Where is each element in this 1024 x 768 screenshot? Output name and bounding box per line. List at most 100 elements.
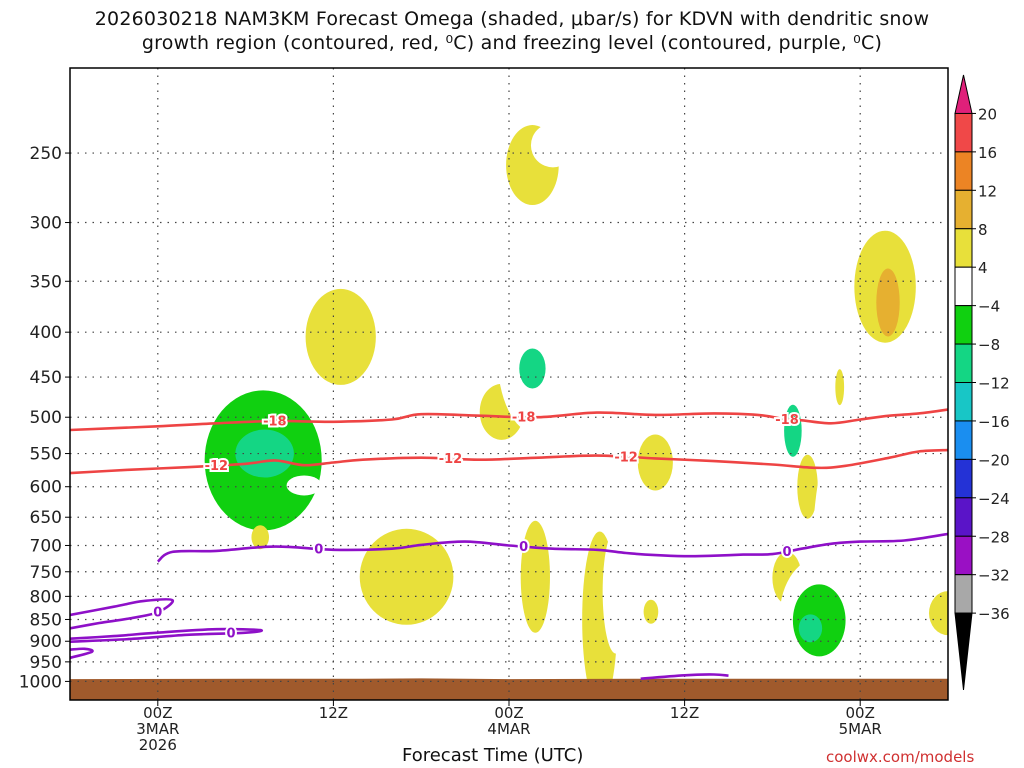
x-tick-label: 3MAR [136,720,179,738]
omega-feature [784,404,802,457]
colorbar-label: −12 [978,375,1010,393]
x-tick-label: 00Z [494,704,523,722]
contour-label: -18 [263,415,287,430]
x-tick-label: 12Z [670,704,699,722]
y-tick-label: 450 [30,368,62,388]
colorbar-label: 4 [978,259,988,277]
omega-feature [520,520,550,633]
x-axis-label: Forecast Time (UTC) [402,745,584,766]
dgz-contours: -18 -18 -18 -12 -12 -12 [70,408,948,476]
colorbar-swatch [954,266,973,307]
colorbar-swatch [954,574,973,614]
omega-feature [797,454,818,519]
colorbar-swatch [954,112,973,153]
omega-feature [643,599,659,624]
y-tick-label: 600 [30,478,62,498]
omega-feature [614,338,638,391]
omega-feature [602,529,629,654]
colorbar-label: −20 [978,451,1010,469]
y-tick-label: 1000 [19,672,62,692]
contour-line [70,448,948,475]
colorbar-label: −8 [978,336,1000,354]
x-tick-label: 00Z [143,704,172,722]
y-tick-label: 550 [30,445,62,465]
y-tick-label: 850 [30,610,62,630]
colorbar-label: −16 [978,413,1010,431]
y-tick-label: 700 [30,536,62,556]
colorbar-label: 8 [978,221,988,239]
x-tick-label: 4MAR [487,720,530,738]
omega-shading [204,123,948,700]
omega-feature [359,528,454,625]
colorbar-label: −28 [978,528,1010,546]
omega-feature [251,525,270,550]
contour-label: 0 [519,540,528,555]
contour-label: -18 [775,413,799,428]
colorbar-swatch [954,458,973,499]
gridlines [70,68,948,700]
contour-line [156,532,948,563]
contour-line [70,627,264,643]
contour-label: -12 [439,452,463,467]
chart-title-line-1: 2026030218 NAM3KM Forecast Omega (shaded… [94,8,930,30]
contour-label: 0 [226,627,235,642]
y-tick-label: 250 [30,144,62,164]
x-tick-label: 2026 [139,736,177,754]
x-tick-label: 12Z [319,704,348,722]
colorbar-swatch [954,382,973,422]
x-tick-label: 00Z [846,704,875,722]
omega-feature [715,557,728,574]
y-tick-label: 900 [30,632,62,652]
contour-line [640,673,729,680]
contour-label: 0 [783,545,792,560]
omega-feature [835,369,845,406]
colorbar-swatch [954,151,973,191]
x-tick-label: 5MAR [839,720,882,738]
colorbar-label: −32 [978,567,1010,585]
credit-link[interactable]: coolwx.com/models [826,748,975,766]
contour-label: 0 [153,606,162,621]
colorbar-swatch [954,420,973,460]
colorbar-label: 20 [978,105,997,123]
omega-feature [315,581,363,626]
chart-title-line-2: growth region (contoured, red, ⁰C) and f… [141,32,883,54]
omega-feature [627,516,654,585]
omega-feature [235,429,294,478]
colorbar-label: 16 [978,144,997,162]
contour-line [70,598,175,630]
contour-label: 0 [314,542,323,557]
omega-feature [855,323,865,356]
freezing-level-contours: 0 0 0 0 0 [70,532,948,680]
colorbar-label: 12 [978,182,997,200]
contour-line [70,647,94,660]
omega-feature [798,614,823,643]
colorbar-label: −4 [978,298,1000,316]
colorbar-label: −24 [978,490,1010,508]
colorbar-swatch [954,497,973,537]
y-axis-labels: 2503003504004505005506006507007508008509… [19,144,62,692]
colorbar-swatch [954,189,973,230]
y-tick-label: 350 [30,272,62,292]
colorbar-top-arrow [954,74,973,114]
contour-label: -12 [614,451,638,466]
omega-feature [530,123,575,168]
y-tick-label: 950 [30,653,62,673]
omega-feature [286,475,322,496]
colorbar-bottom-arrow [954,612,973,691]
omega-feature [547,334,612,411]
plot-content: -18 -18 -18 -12 -12 -12 0 0 0 0 0 [70,68,948,700]
colorbar-swatch [954,343,973,383]
colorbar-swatch [954,228,973,268]
omega-feature [519,348,546,389]
omega-feature [876,268,900,337]
colorbar-swatch [954,535,973,576]
y-tick-label: 650 [30,508,62,528]
contour-label: -18 [512,410,536,425]
y-tick-label: 400 [30,323,62,343]
terrain-ground [70,678,948,700]
colorbar-label: −36 [978,605,1010,623]
omega-feature [637,434,673,491]
colorbar: 20 16 12 8 4 −4 −8 −12 −16 −20 −24 −28 −32 −36 [954,74,1010,691]
